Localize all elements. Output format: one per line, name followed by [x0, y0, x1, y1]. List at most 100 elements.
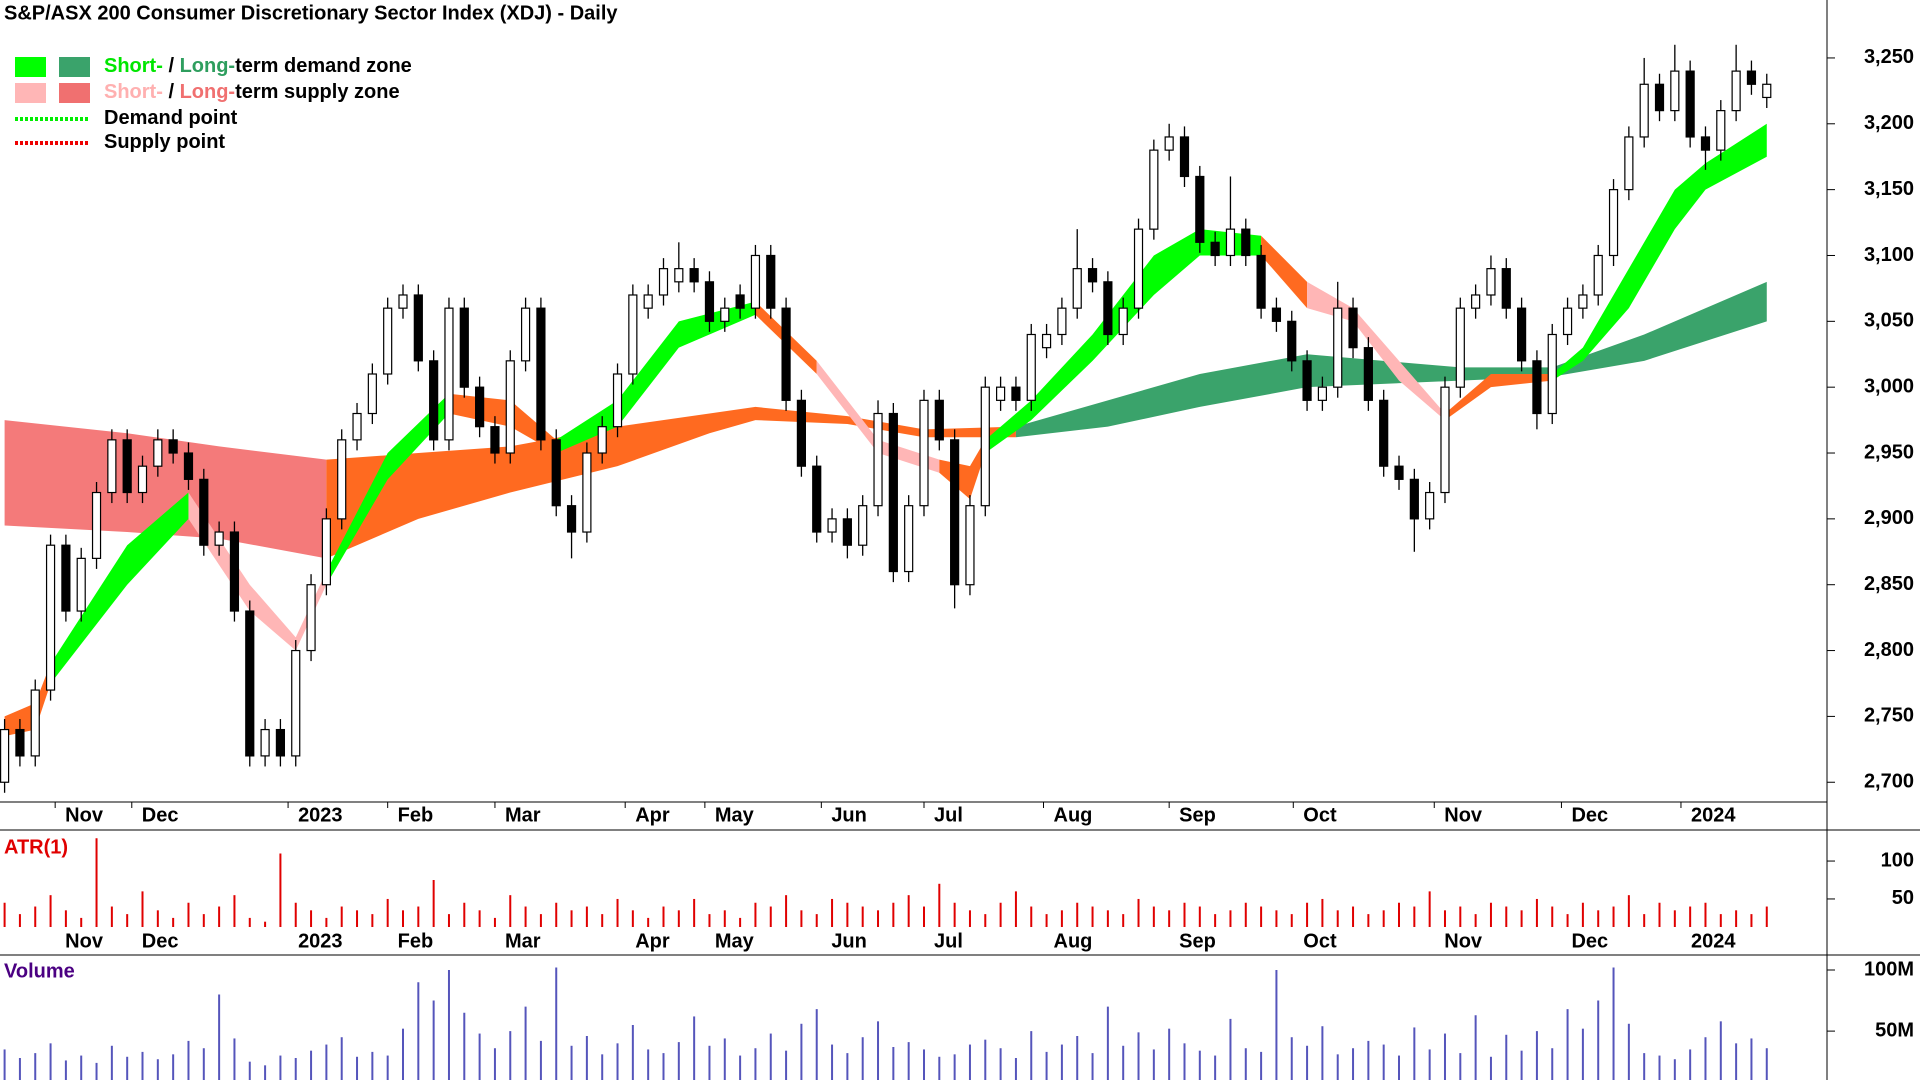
candle-body [643, 294, 653, 309]
candle-body [275, 728, 286, 757]
x-tick-label: Jul [934, 804, 963, 826]
x-tick-label: Jul [934, 930, 963, 952]
candle-body [1639, 83, 1649, 138]
legend-text: Demand point [104, 107, 238, 129]
candle-body [1409, 478, 1419, 520]
candle-body [720, 307, 730, 322]
y-tick-label: 100 [1881, 849, 1914, 871]
candle-body [858, 505, 868, 546]
candle-body [45, 544, 56, 691]
candle-body [996, 386, 1006, 401]
candle-body [1440, 386, 1450, 494]
candle-body [1149, 149, 1159, 230]
candle-body [1716, 110, 1726, 151]
candle-body [704, 281, 715, 322]
legend-swatch [15, 57, 46, 77]
volume-label: Volume [4, 960, 75, 982]
chart-title: S&P/ASX 200 Consumer Discretionary Secto… [4, 2, 618, 24]
candle-body [291, 649, 301, 757]
candle-body [429, 360, 439, 441]
y-tick-label: 3,250 [1864, 46, 1914, 68]
candle-body [1762, 83, 1772, 99]
candle-body [597, 426, 607, 454]
y-tick-label: 3,100 [1864, 244, 1914, 266]
candle-body [950, 439, 960, 586]
y-tick-label: 2,800 [1864, 639, 1914, 661]
candle-body [1624, 136, 1634, 191]
candle-body [1593, 254, 1603, 296]
candle-body [61, 544, 71, 612]
legend-text-part: Demand point [104, 107, 238, 129]
candle-body [1394, 465, 1404, 480]
candle-body [352, 412, 362, 441]
candle-body [229, 531, 240, 612]
candle-body [383, 307, 393, 375]
candle-body [1501, 268, 1511, 309]
zone [50, 492, 189, 684]
candle-body [107, 439, 117, 494]
x-tick-label: Dec [142, 930, 179, 952]
legend-text-part: Supply point [104, 131, 225, 153]
candle-body [1532, 360, 1542, 415]
x-tick-label: Jun [831, 804, 867, 826]
x-tick-label: Dec [1571, 930, 1608, 952]
zone [326, 406, 1016, 559]
x-tick-label: Aug [1054, 930, 1093, 952]
candle-body [1041, 333, 1052, 349]
candle-body [842, 518, 852, 546]
x-tick-label: Nov [1444, 804, 1483, 826]
candle-body [873, 412, 883, 507]
candle-body [1455, 307, 1465, 388]
candle-body [658, 268, 669, 296]
y-tick-label: 50 [1892, 887, 1914, 909]
candle-body [812, 465, 822, 533]
y-tick-label: 2,900 [1864, 507, 1914, 529]
candle-body [137, 465, 148, 494]
y-tick-label: 2,700 [1864, 771, 1914, 793]
y-tick-label: 100M [1864, 958, 1914, 980]
x-tick-label: May [715, 930, 755, 952]
candle-body [459, 307, 469, 388]
y-tick-label: 3,050 [1864, 310, 1914, 332]
legend-text-part: term supply zone [235, 81, 399, 103]
y-tick-label: 50M [1875, 1019, 1914, 1041]
candle-body [367, 373, 377, 415]
candle-body [1425, 491, 1435, 520]
candle-body [1486, 268, 1496, 296]
candle-body [1746, 70, 1757, 85]
candle-body [490, 426, 500, 454]
candle-body [1578, 294, 1588, 309]
candle-body [306, 584, 316, 652]
candle-body [919, 399, 929, 507]
candle-body [168, 439, 178, 454]
candle-body [337, 439, 347, 520]
candle-body [766, 254, 776, 309]
x-tick-label: 2023 [298, 930, 343, 952]
legend-text-part: term demand zone [235, 55, 412, 77]
candle-body [1026, 333, 1036, 401]
x-tick-label: Nov [1444, 930, 1483, 952]
legend-swatch [59, 57, 90, 77]
candle-body [1118, 307, 1128, 336]
x-tick-label: Dec [142, 804, 179, 826]
zone [1552, 123, 1767, 381]
x-tick-label: 2024 [1691, 930, 1736, 952]
x-tick-label: Apr [635, 804, 670, 826]
x-tick-label: Apr [635, 930, 670, 952]
candle-body [1363, 347, 1373, 401]
zone [985, 229, 1262, 454]
candle-body [536, 307, 546, 441]
x-tick-label: Nov [65, 804, 104, 826]
candle-body [1685, 70, 1695, 138]
candle-body [551, 439, 561, 507]
x-tick-label: Sep [1179, 804, 1216, 826]
candle-body [1654, 83, 1665, 112]
candle-body [628, 294, 638, 375]
candle-body [1731, 70, 1741, 112]
x-tick-label: Jun [831, 930, 867, 952]
y-tick-label: 3,200 [1864, 112, 1914, 134]
candle-body [888, 412, 898, 573]
x-tick-label: 2023 [298, 804, 343, 826]
candle-body [0, 728, 10, 783]
